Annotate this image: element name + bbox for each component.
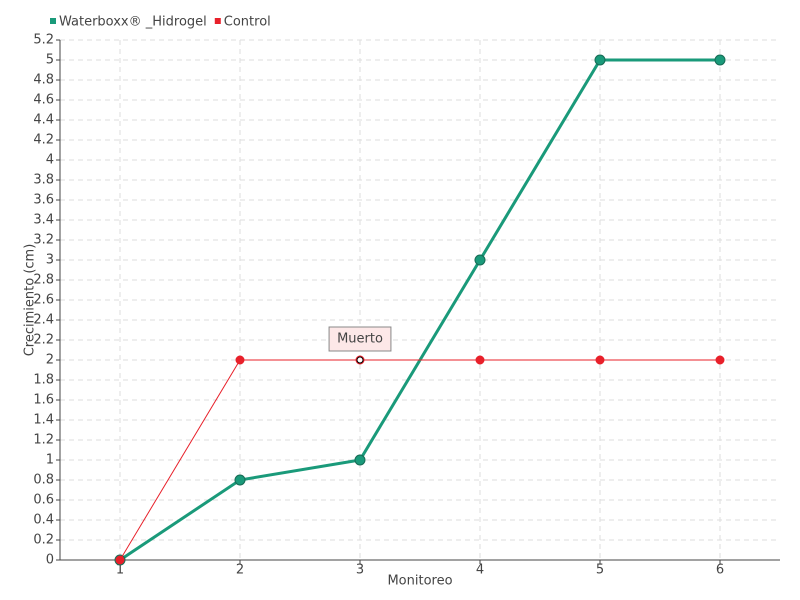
y-tick-label: 4.8 bbox=[33, 73, 54, 88]
y-tick-label: 3.6 bbox=[33, 193, 54, 208]
point bbox=[474, 254, 486, 266]
x-axis-label: Monitoreo bbox=[387, 574, 452, 589]
y-axis-label: Crecimiento (cm) bbox=[23, 244, 38, 357]
x-tick-label: 2 bbox=[236, 563, 244, 578]
legend-label: Waterboxx® _Hidrogel bbox=[59, 15, 207, 30]
series-line bbox=[119, 359, 720, 561]
y-tick-label: 5 bbox=[46, 53, 54, 68]
y-tick-label: 4.2 bbox=[33, 133, 54, 148]
y-tick-label: 3 bbox=[46, 253, 54, 268]
point bbox=[115, 555, 125, 565]
point bbox=[475, 355, 485, 365]
y-tick-label: 1.2 bbox=[33, 433, 54, 448]
y-tick-label: 3.8 bbox=[33, 173, 54, 188]
point bbox=[714, 54, 726, 66]
y-tick-label: 2.2 bbox=[33, 333, 54, 348]
y-tick-label: 1.4 bbox=[33, 413, 54, 428]
y-tick-label: 2 bbox=[46, 353, 54, 368]
point bbox=[715, 355, 725, 365]
x-tick-label: 3 bbox=[356, 563, 364, 578]
y-tick-label: 1 bbox=[46, 453, 54, 468]
legend-swatch bbox=[50, 18, 56, 24]
point bbox=[354, 454, 366, 466]
y-tick-label: 2.8 bbox=[33, 273, 54, 288]
y-tick-label: 0.8 bbox=[33, 473, 54, 488]
annotation-box bbox=[328, 326, 392, 352]
y-tick-label: 0.2 bbox=[33, 533, 54, 548]
point bbox=[595, 355, 605, 365]
annotation-text: Muerto bbox=[337, 332, 383, 347]
x-tick-label: 6 bbox=[716, 563, 724, 578]
y-tick-label: 5.2 bbox=[33, 33, 54, 48]
legend-label: Control bbox=[224, 15, 271, 30]
legend-swatch bbox=[214, 18, 221, 24]
y-tick-label: 4 bbox=[46, 153, 54, 168]
annotation: Muerto bbox=[328, 326, 392, 352]
y-tick-label: 1.6 bbox=[33, 393, 54, 408]
y-tick-label: 3.4 bbox=[33, 213, 54, 228]
y-tick-label: 2.4 bbox=[33, 313, 54, 328]
annotation-marker bbox=[356, 356, 364, 364]
x-tick-label: 4 bbox=[476, 563, 484, 578]
y-tick-label: 0.4 bbox=[33, 513, 54, 528]
y-tick-label: 0.6 bbox=[33, 493, 54, 508]
y-tick-label: 3.2 bbox=[33, 233, 54, 248]
y-tick-label: 4.6 bbox=[33, 93, 54, 108]
y-tick-label: 0 bbox=[46, 553, 54, 568]
y-tick-label: 4.4 bbox=[33, 113, 54, 128]
y-tick-label: 1.8 bbox=[33, 373, 54, 388]
point bbox=[235, 355, 245, 365]
point bbox=[594, 54, 606, 66]
y-tick-label: 2.6 bbox=[33, 293, 54, 308]
x-tick-label: 5 bbox=[596, 563, 604, 578]
point bbox=[234, 474, 246, 486]
series-line bbox=[119, 58, 720, 562]
x-tick-label: 1 bbox=[116, 563, 124, 578]
